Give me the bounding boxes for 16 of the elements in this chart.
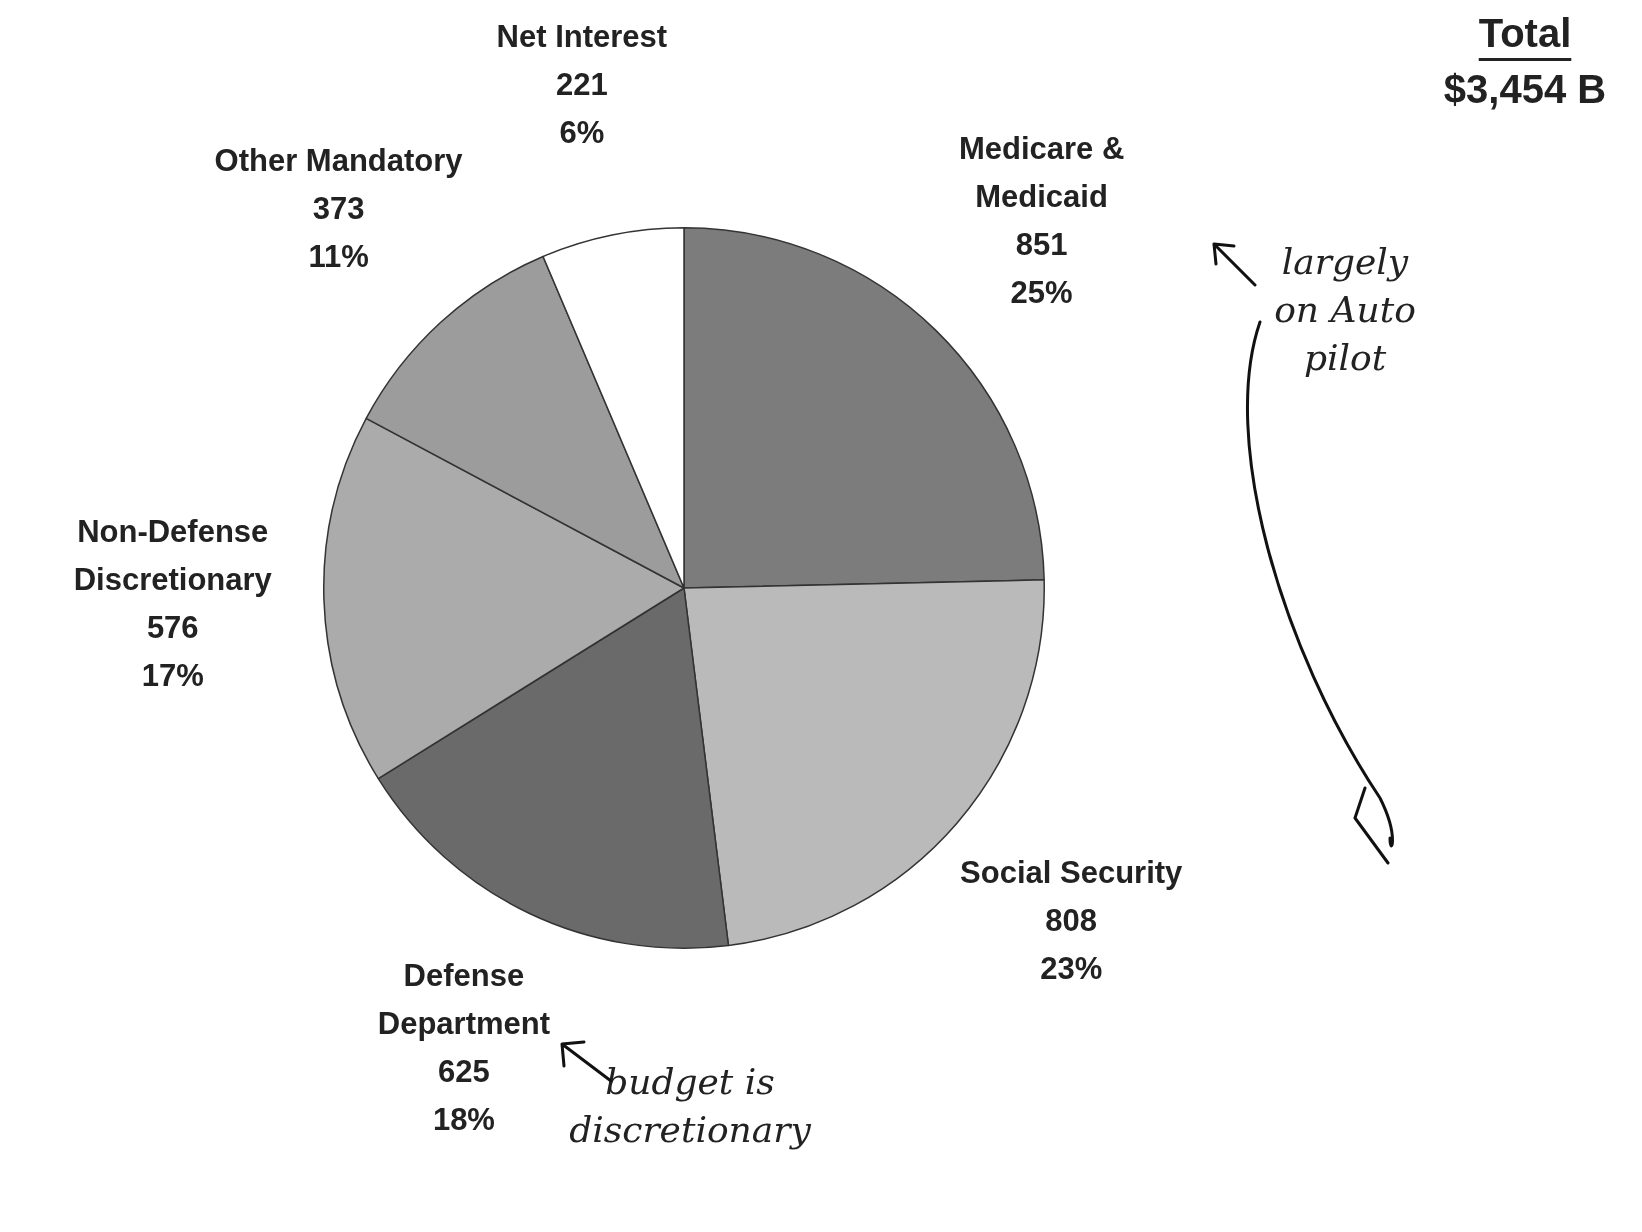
data-label: 373 11% [308,191,369,275]
slice-label: Other Mandatory [214,143,464,179]
slice-label: Medicare & Medicaid [958,130,1125,214]
text: $3,454 B [1443,67,1607,112]
slice-label: Defense Department [377,958,551,1042]
data-label: 576 17% [141,609,204,693]
data-label: 221 6% [556,67,608,151]
text: largely on Auto pilot [1274,241,1416,379]
data-label: 625 18% [432,1054,495,1138]
slice-label: Net Interest [496,19,668,55]
slice-label: Non-Defense Discretionary [73,513,273,597]
text: budget is discretionary [569,1061,812,1151]
text: Total [1478,11,1572,56]
data-label: 851 25% [1010,226,1073,310]
data-label: 808 23% [1040,902,1103,986]
slice-label: Social Security [960,854,1184,890]
